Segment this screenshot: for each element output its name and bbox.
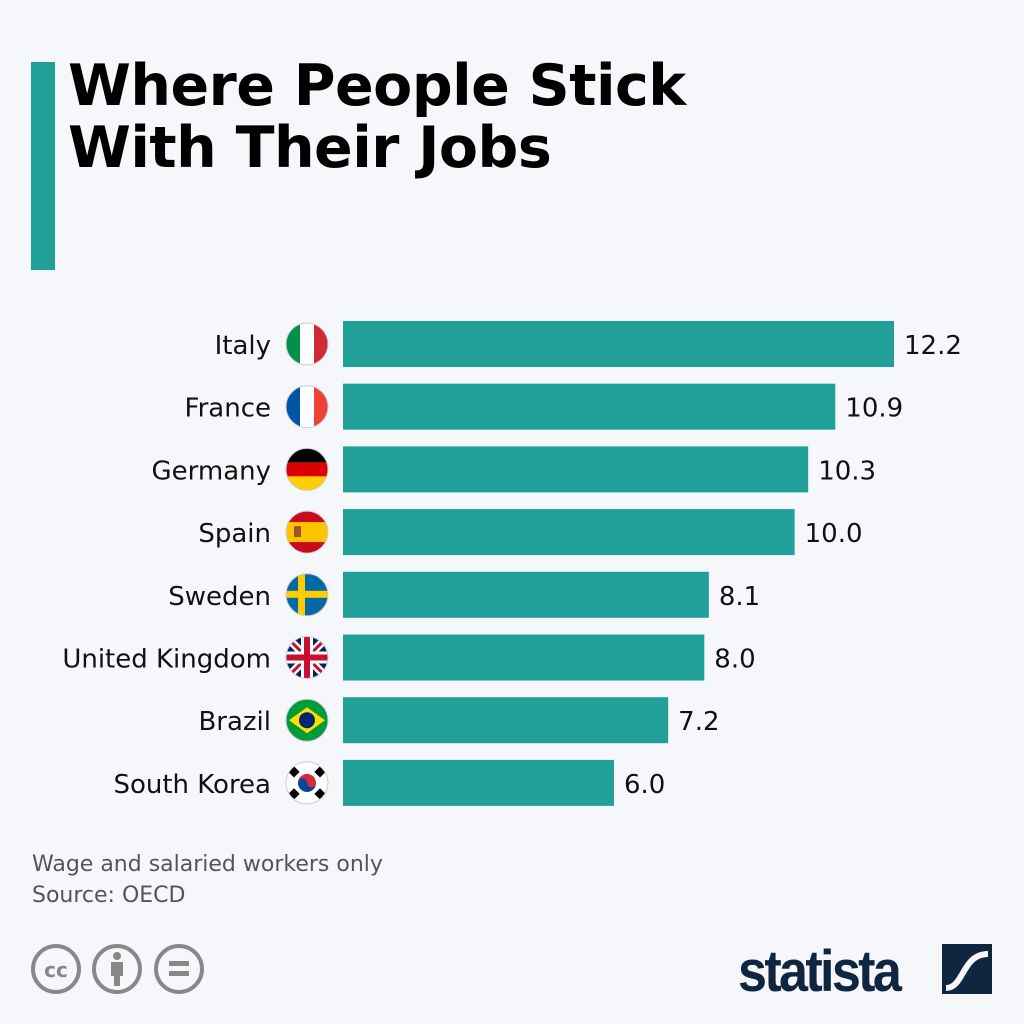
value-label: 10.0 [805, 519, 863, 549]
bar-row: Spain 10.0 [198, 509, 863, 556]
uk-flag-icon [285, 636, 329, 679]
bar [343, 697, 669, 744]
cc-icon [31, 944, 81, 994]
spain-flag-icon [285, 510, 329, 554]
south-korea-flag-icon [285, 761, 329, 805]
chart-title: Where People Stick With Their Jobs [68, 53, 686, 181]
value-label: 10.9 [845, 394, 903, 424]
category-label: Sweden [168, 582, 271, 612]
italy-flag-icon [285, 322, 329, 366]
bar-row: Germany 10.3 [151, 446, 876, 493]
bar [343, 446, 809, 493]
footnote: Wage and salaried workers only [32, 852, 383, 877]
category-label: United Kingdom [62, 645, 271, 675]
france-flag-icon [285, 385, 329, 429]
germany-flag-icon [285, 447, 329, 491]
bar-row: Italy 12.2 [215, 321, 962, 367]
bar [343, 321, 894, 367]
svg-text:cc: cc [44, 958, 68, 982]
bar [343, 509, 795, 556]
bar-row: South Korea 6.0 [113, 759, 665, 806]
value-label: 8.0 [714, 645, 755, 675]
attribution-icon [92, 944, 142, 994]
source: Source: OECD [32, 883, 186, 908]
value-label: 12.2 [904, 331, 962, 361]
category-label: Germany [151, 456, 271, 486]
statista-logo-mark [942, 944, 992, 994]
bar-row: Sweden 8.1 [168, 571, 760, 618]
sweden-flag-icon [285, 573, 329, 617]
title-accent-bar [31, 62, 55, 270]
category-label: France [185, 394, 271, 424]
bar-row: Brazil 7.2 [198, 697, 720, 744]
bar [343, 759, 614, 806]
category-label: Brazil [198, 707, 271, 737]
no-derivatives-icon [154, 944, 204, 994]
bar [343, 634, 705, 681]
bar-row: France 10.9 [185, 383, 903, 430]
bar-row: United Kingdom 8.0 [62, 634, 756, 681]
creative-commons-icons[interactable]: cc [30, 943, 210, 999]
value-label: 10.3 [818, 456, 876, 486]
statista-logo: statista [738, 939, 902, 1004]
brazil-flag-icon [285, 698, 329, 742]
value-label: 8.1 [719, 582, 760, 612]
category-label: Spain [198, 519, 271, 549]
bar [343, 383, 836, 430]
category-label: Italy [215, 331, 271, 361]
value-label: 6.0 [624, 770, 665, 800]
value-label: 7.2 [678, 707, 719, 737]
category-label: South Korea [113, 770, 271, 800]
bar [343, 571, 709, 618]
